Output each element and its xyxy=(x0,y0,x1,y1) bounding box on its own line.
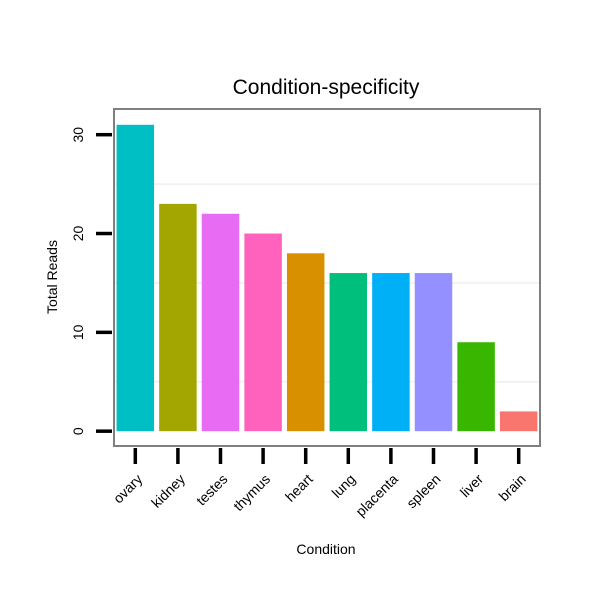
y-axis-label: Total Reads xyxy=(44,240,60,314)
x-tick-label-heart: heart xyxy=(282,471,316,505)
x-tick-label-ovary: ovary xyxy=(110,471,146,507)
bar-placenta xyxy=(372,273,410,432)
bar-brain xyxy=(499,411,538,432)
bar-thymus xyxy=(244,233,282,432)
bar-spleen xyxy=(414,273,453,432)
y-axis: 0 10 20 30 xyxy=(70,127,112,435)
x-tick-label-spleen: spleen xyxy=(403,471,443,511)
bar-liver xyxy=(457,342,495,432)
bar-ovary xyxy=(116,124,155,432)
bar-heart xyxy=(286,253,325,432)
bar-kidney xyxy=(159,203,197,432)
chart-title: Condition-specificity xyxy=(233,76,420,99)
y-tick-label: 10 xyxy=(70,324,86,340)
bar-testes xyxy=(201,213,240,432)
bars xyxy=(116,124,538,432)
bar-lung xyxy=(329,273,368,432)
y-tick-label: 0 xyxy=(70,427,86,435)
x-tick-label-lung: lung xyxy=(328,471,358,501)
x-axis: ovary kidney testes thymus heart lungplacenta… xyxy=(110,448,529,520)
y-tick-label: 30 xyxy=(70,127,86,143)
x-axis-label: Condition xyxy=(296,541,355,557)
x-tick-label-testes: testes xyxy=(193,471,231,509)
x-tick-label-placenta: placenta xyxy=(352,471,401,520)
x-tick-label-brain: brain xyxy=(495,471,528,504)
x-tick-label-liver: liver xyxy=(457,471,487,501)
x-tick-label-kidney: kidney xyxy=(148,471,188,511)
y-tick-label: 20 xyxy=(70,226,86,242)
x-tick-label-thymus: thymus xyxy=(230,471,273,514)
